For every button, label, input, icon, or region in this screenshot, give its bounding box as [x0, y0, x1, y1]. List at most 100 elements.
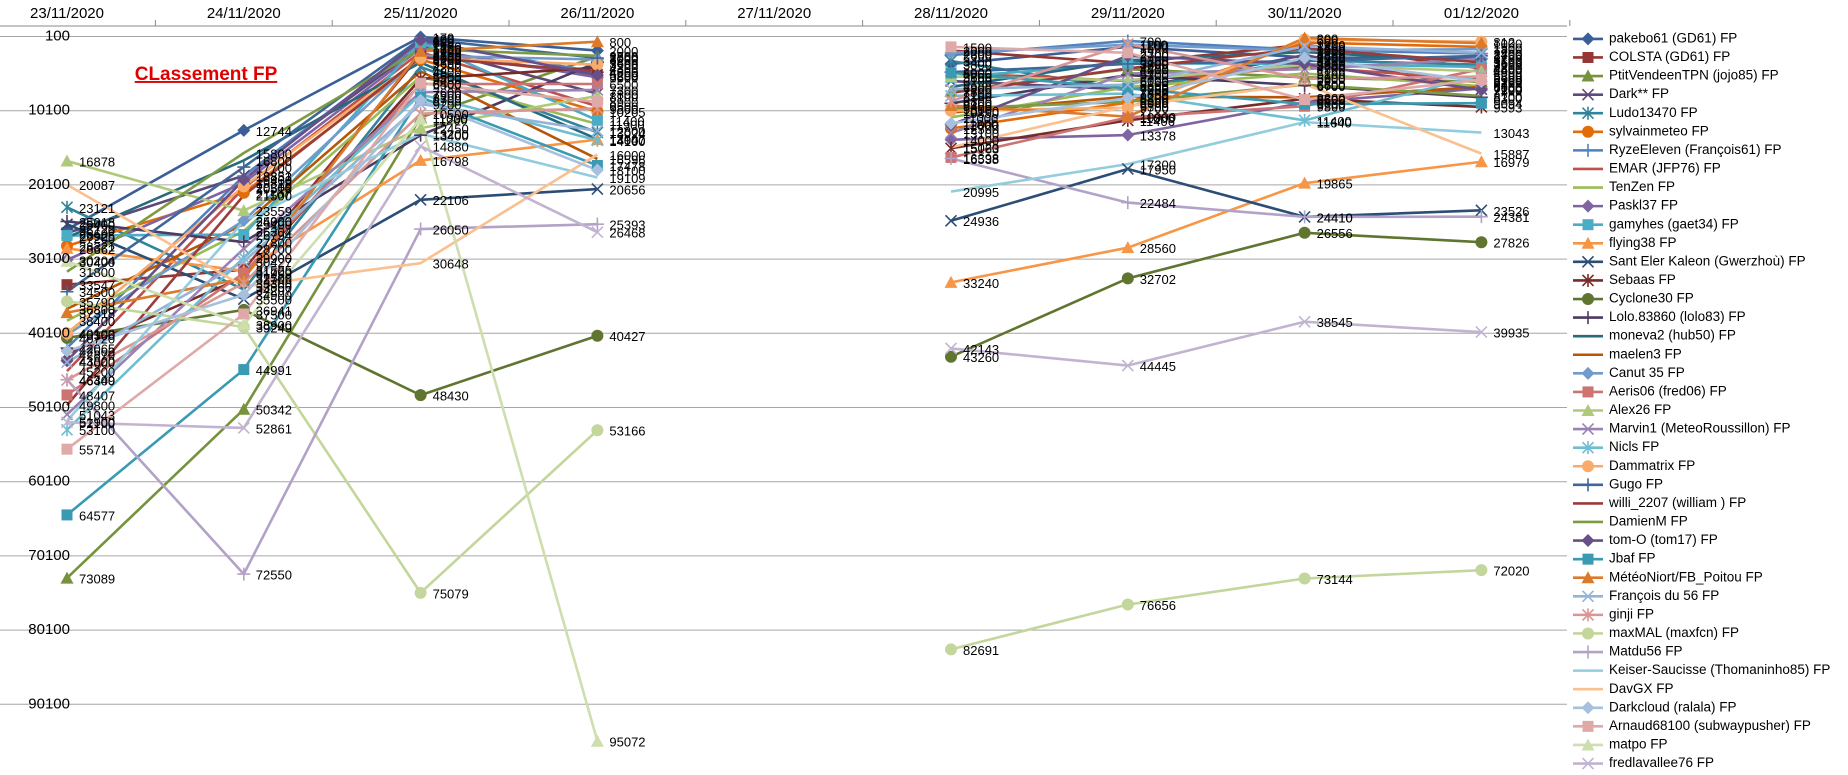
data-point — [591, 124, 604, 137]
legend-label: Nicls FP — [1609, 439, 1659, 454]
data-label: 44991 — [256, 363, 292, 378]
data-label: 2000 — [1317, 44, 1346, 59]
data-label: 3000 — [1317, 51, 1346, 66]
data-label: 14880 — [433, 140, 469, 155]
data-point — [1121, 67, 1134, 80]
data-label: 8300 — [433, 91, 462, 106]
data-label: 40300 — [79, 328, 115, 343]
data-point — [238, 229, 250, 241]
data-point — [1303, 120, 1307, 124]
data-label: 40427 — [609, 329, 645, 344]
data-label: 15800 — [256, 146, 292, 161]
data-label: 6500 — [609, 77, 638, 92]
data-point — [238, 308, 250, 320]
data-label: 8300 — [1317, 91, 1346, 106]
data-point — [237, 567, 251, 581]
data-label: 4500 — [1140, 63, 1169, 78]
legend-marker — [1581, 571, 1595, 584]
legend-marker — [1581, 273, 1595, 287]
data-label: 18851 — [256, 169, 292, 184]
legend-marker — [1581, 534, 1595, 548]
data-label: 1700 — [1317, 42, 1346, 57]
data-label: 2300 — [963, 46, 992, 61]
data-label: 3800 — [1317, 57, 1346, 72]
data-label: 9000 — [1317, 96, 1346, 111]
data-label: 13024 — [609, 126, 645, 141]
data-label: 9200 — [433, 97, 462, 112]
data-label: 400 — [433, 32, 455, 47]
data-label: 11000 — [433, 111, 468, 126]
data-label: 1400 — [433, 40, 462, 55]
data-label: 5000 — [963, 66, 992, 81]
data-point — [61, 509, 73, 521]
data-point — [1121, 78, 1134, 91]
data-label: 7900 — [433, 88, 462, 103]
series-line — [66, 44, 1482, 364]
data-label: 4200 — [433, 60, 462, 75]
data-label: 3700 — [1140, 57, 1169, 72]
data-label: 5600 — [1317, 71, 1346, 86]
data-point — [1121, 73, 1135, 86]
data-label: 48407 — [79, 388, 115, 403]
data-label: 6500 — [1317, 77, 1346, 92]
data-label: 5800 — [433, 72, 462, 87]
data-label: 22106 — [433, 193, 469, 208]
data-point — [1121, 128, 1135, 142]
data-point — [945, 67, 957, 79]
grid — [0, 36, 1567, 705]
data-label: 46400 — [79, 373, 115, 388]
data-label: 31800 — [79, 265, 115, 280]
data-label: 13043 — [1493, 126, 1529, 141]
data-point — [60, 571, 74, 584]
legend-label: Canut 35 FP — [1609, 365, 1685, 380]
data-label: 5900 — [1493, 73, 1522, 88]
data-label: 10500 — [433, 107, 469, 122]
data-point — [242, 285, 246, 289]
data-label: 16398 — [963, 151, 999, 166]
data-point — [414, 222, 428, 236]
data-label: 20300 — [256, 180, 292, 195]
data-label: 8300 — [1493, 91, 1522, 106]
legend-marker — [1581, 645, 1595, 659]
data-label: 30427 — [256, 255, 292, 270]
data-label: 5500 — [1493, 70, 1522, 85]
data-label: 4200 — [1493, 60, 1522, 75]
legend-marker — [1581, 757, 1595, 770]
data-label: 6800 — [1493, 80, 1522, 95]
legend-label: COLSTA (GD61) FP — [1609, 49, 1730, 64]
data-label: 9100 — [963, 97, 992, 112]
data-label: 13200 — [433, 127, 469, 142]
data-label: 6000 — [1140, 74, 1169, 89]
data-label: 28662 — [79, 242, 115, 257]
x-tick-label: 29/11/2020 — [1091, 5, 1165, 22]
data-point — [1121, 359, 1134, 372]
legend-label: maxMAL (maxfcn) FP — [1609, 625, 1739, 640]
data-label: 49800 — [79, 399, 115, 414]
data-label: 7255 — [1140, 83, 1169, 98]
data-label: 2000 — [609, 44, 638, 59]
data-point — [1298, 315, 1311, 328]
data-point — [60, 214, 74, 228]
data-label: 23559 — [256, 204, 292, 219]
legend-marker — [1582, 720, 1594, 732]
legend-marker — [1581, 255, 1595, 268]
data-label: 38400 — [79, 314, 115, 329]
data-point — [944, 94, 958, 108]
data-point — [1121, 598, 1134, 611]
data-label: 9400 — [963, 99, 992, 114]
data-point — [415, 77, 427, 89]
data-label: 5100 — [1140, 67, 1169, 82]
data-label: 6600 — [1317, 78, 1346, 93]
data-label: 4200 — [1317, 60, 1346, 75]
legend-label: Ludo13470 FP — [1609, 105, 1698, 120]
legend-label: Aeris06 (fred06) FP — [1609, 383, 1727, 398]
data-point — [414, 44, 428, 57]
legend-marker — [1582, 125, 1594, 138]
data-label: 37318 — [79, 306, 115, 321]
data-label: 3300 — [1317, 54, 1346, 69]
data-point — [237, 255, 250, 268]
data-point — [61, 443, 73, 455]
legend-label: pakebo61 (GD61) FP — [1609, 30, 1737, 45]
data-label: 6500 — [433, 77, 462, 92]
data-label: 21167 — [256, 186, 291, 201]
